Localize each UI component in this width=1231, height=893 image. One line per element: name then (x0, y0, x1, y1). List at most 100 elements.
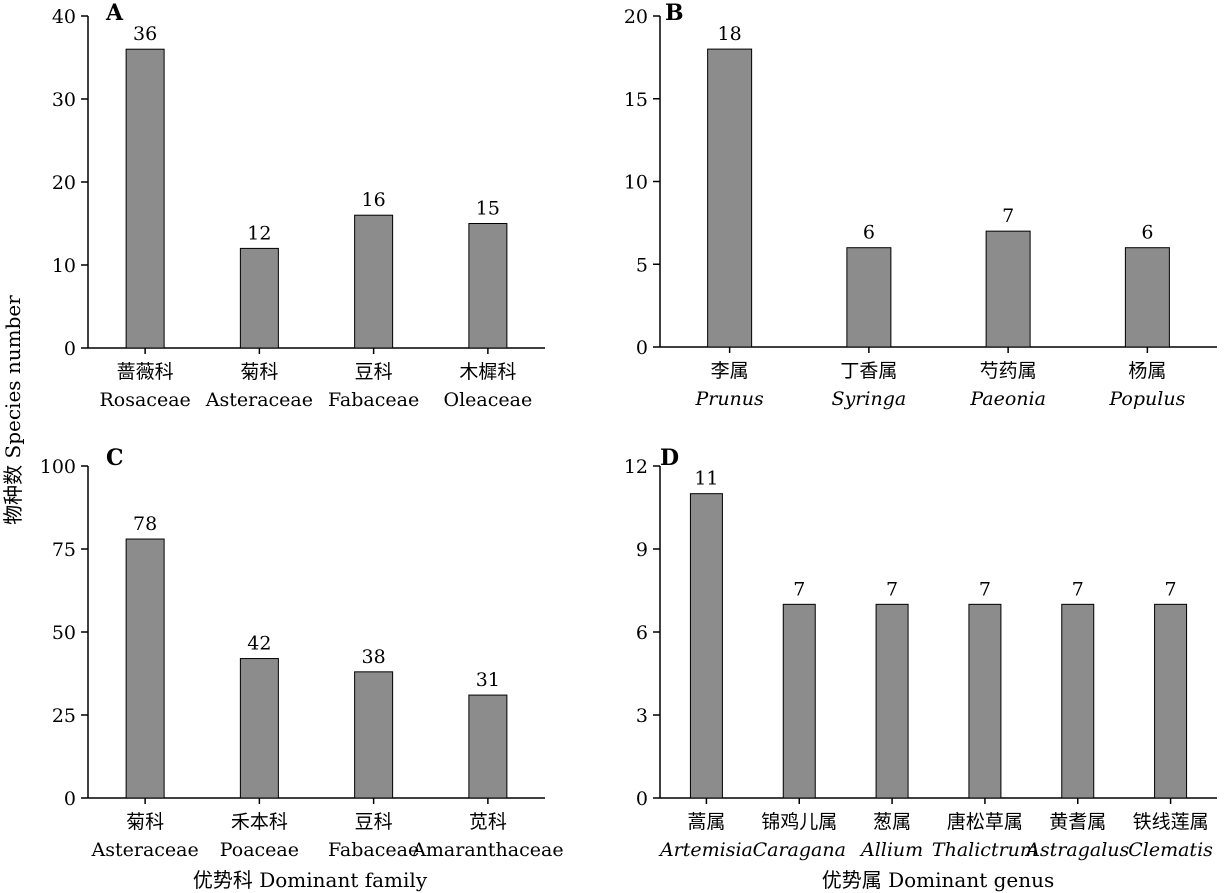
x-tick-label-latin: Oleaceae (444, 389, 533, 411)
y-tick-label: 25 (52, 705, 76, 727)
bar (354, 214, 394, 349)
data-label: 12 (247, 222, 271, 244)
y-tick-label: 0 (636, 337, 648, 359)
bar (846, 247, 892, 348)
x-tick-label-chinese: 苋科 (469, 811, 507, 833)
bar (125, 48, 165, 349)
chart-panel-d: 0 3 6 9 12 11 蒿属 Artemisia 7 锦鸡儿属 Caragana 7 葱属 Alliu… (624, 445, 1217, 861)
bar (125, 538, 165, 799)
y-tick-label: 75 (52, 539, 76, 561)
data-label: 7 (979, 578, 991, 600)
x-tick-label-latin: Allium (859, 839, 923, 861)
y-tick-label: 50 (52, 622, 76, 644)
x-tick-label-chinese: 葱属 (873, 811, 911, 833)
x-tick-label-latin: Asteraceae (91, 839, 199, 861)
chart-panel-c: 0 25 50 75 100 78 菊科 Asteraceae 42 禾本科 Poaceae 38 豆科… (40, 445, 564, 861)
bar (468, 223, 508, 349)
y-tick-label: 9 (636, 539, 648, 561)
y-tick-label: 10 (52, 255, 76, 277)
x-tick-label-chinese: 蔷薇科 (117, 361, 174, 383)
bar (1061, 603, 1095, 799)
y-tick-label: 100 (40, 456, 76, 478)
data-label: 15 (476, 198, 500, 220)
x-tick-label-latin: Fabaceae (328, 839, 419, 861)
x-tick-label-chinese: 铁线莲属 (1133, 811, 1209, 833)
y-tick-label: 12 (624, 456, 648, 478)
bar (707, 48, 753, 348)
y-tick-label: 20 (52, 172, 76, 194)
x-axis-title-genus: 优势属 Dominant genus (822, 868, 1055, 892)
y-tick-label: 40 (52, 6, 76, 28)
x-tick-label-latin: Rosaceae (99, 389, 190, 411)
x-tick-label-latin: Fabaceae (328, 389, 419, 411)
data-label: 11 (694, 468, 718, 490)
data-label: 36 (133, 23, 157, 45)
x-tick-label-latin: Paeonia (969, 388, 1046, 410)
bar (239, 247, 279, 349)
x-tick-label-chinese: 豆科 (355, 811, 393, 833)
x-tick-label-latin: Amaranthaceae (411, 839, 563, 861)
y-tick-label: 20 (624, 6, 648, 28)
bar (354, 671, 394, 799)
data-label: 7 (1002, 205, 1014, 227)
x-tick-label-chinese: 杨属 (1128, 360, 1166, 382)
y-tick-label: 10 (624, 172, 648, 194)
x-tick-label-latin: Asteraceae (205, 389, 313, 411)
data-label: 78 (133, 513, 157, 535)
y-tick-label: 0 (636, 788, 648, 810)
panels: 01020304036蔷薇科Rosaceae12菊科Asteraceae16豆科… (40, 0, 1217, 861)
x-tick-label-latin: Thalictrum (932, 839, 1038, 861)
data-label: 38 (362, 646, 386, 668)
bar (468, 694, 508, 799)
bar (689, 493, 723, 799)
data-label: 18 (718, 23, 742, 45)
bar (985, 230, 1031, 348)
x-tick-label-chinese: 锦鸡儿属 (761, 811, 837, 833)
bar (239, 658, 279, 799)
panel-letter: C (106, 445, 124, 471)
bar (1154, 603, 1188, 799)
data-label: 7 (1165, 578, 1177, 600)
x-tick-label-latin: Poaceae (220, 839, 299, 861)
panel-letter: A (105, 0, 124, 26)
x-tick-label-chinese: 禾本科 (231, 811, 288, 833)
data-label: 42 (247, 633, 271, 655)
y-tick-label: 5 (636, 254, 648, 276)
bar (875, 603, 909, 799)
data-label: 16 (362, 189, 386, 211)
y-tick-label: 30 (52, 89, 76, 111)
panel-letter: B (665, 0, 684, 26)
x-tick-label-chinese: 木樨科 (459, 361, 516, 383)
data-label: 6 (1141, 222, 1153, 244)
data-label: 7 (1072, 578, 1084, 600)
x-tick-label-chinese: 芍药属 (980, 360, 1037, 382)
y-tick-label: 0 (64, 788, 76, 810)
y-tick-label: 3 (636, 705, 648, 727)
x-tick-label-latin: Populus (1108, 388, 1185, 410)
x-tick-label-chinese: 蒿属 (687, 811, 725, 833)
y-axis-title: 物种数 Species number (1, 295, 25, 525)
x-tick-label-chinese: 豆科 (355, 361, 393, 383)
y-tick-label: 15 (624, 89, 648, 111)
bar (968, 603, 1002, 799)
x-tick-label-chinese: 黄耆属 (1049, 811, 1106, 833)
y-tick-label: 0 (64, 338, 76, 360)
x-tick-label-latin: Prunus (694, 388, 764, 410)
x-tick-label-chinese: 李属 (711, 360, 749, 382)
data-label: 6 (863, 222, 875, 244)
x-tick-label-chinese: 唐松草属 (947, 811, 1023, 833)
x-tick-label-latin: Astragalus (1024, 839, 1129, 861)
x-tick-label-chinese: 菊科 (240, 361, 278, 383)
x-tick-label-latin: Clematis (1128, 839, 1213, 861)
bar (1124, 247, 1170, 348)
chart-panel-b: 0 5 10 15 20 18 李属 Prunus 6 丁香属 Syringa 7 芍药属 Paeonia… (624, 0, 1217, 410)
panel-letter: D (660, 445, 679, 471)
x-tick-label-chinese: 丁香属 (840, 360, 897, 382)
x-tick-label-latin: Artemisia (658, 839, 753, 861)
x-tick-label-chinese: 菊科 (126, 811, 164, 833)
x-tick-label-latin: Syringa (832, 388, 907, 410)
data-label: 7 (793, 578, 805, 600)
x-tick-label-latin: Caragana (753, 839, 846, 861)
bar (782, 603, 816, 799)
